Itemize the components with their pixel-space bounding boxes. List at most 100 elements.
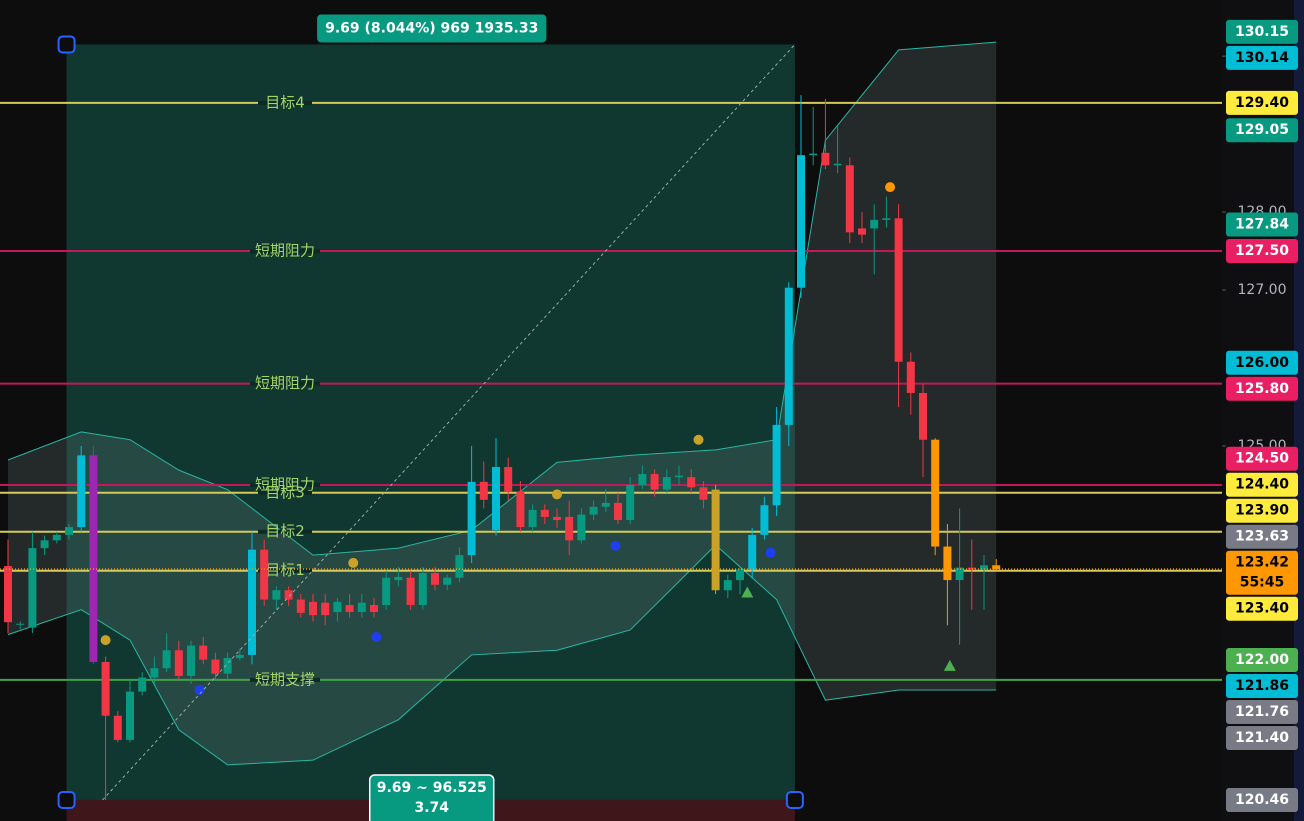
price-tag-label: 123.63 [1235,529,1289,545]
candle-body [760,505,769,535]
measure-footer: 3.74 [414,800,449,816]
measure-handle[interactable] [785,790,804,809]
candle-body [272,590,281,600]
level-label-bg [250,677,320,682]
candle-body [16,623,25,625]
candle-body [736,569,744,581]
candle-body [126,691,134,740]
price-tag-label: 123.42 [1235,555,1289,571]
candle-body [211,659,220,674]
candle-body [906,361,915,393]
signal-dot [693,434,704,445]
signal-dot [348,557,359,568]
measure-handle[interactable] [57,35,76,54]
level-label: 短期阻力 [255,374,315,392]
level-label-bg [258,490,312,495]
price-tag-label: 123.40 [1235,601,1289,617]
price-tag [1226,699,1298,724]
price-tag [1226,647,1298,672]
candle-body [223,658,232,674]
candle-body [4,566,12,623]
scroll-strip [1294,0,1304,821]
measure-handle[interactable] [57,790,76,809]
price-tag [1226,376,1298,401]
price-tag [1226,673,1298,698]
candle-body [394,576,403,581]
candle-body [638,474,647,485]
signal-dot [100,635,111,646]
price-tag-label: 121.76 [1235,704,1289,720]
price-axis: 130.00128.00127.00125.00130.15130.14129.… [1222,19,1298,812]
price-tag [1226,472,1298,497]
candle-body [967,567,976,570]
candle-body [675,475,683,478]
level-label: 目标4 [265,93,305,111]
candle-body [418,573,427,606]
price-tag-label: 121.40 [1235,730,1289,746]
candle-body [28,548,37,628]
candle-body [296,599,305,613]
candle-body [565,516,574,541]
price-tag-label: 130.15 [1235,24,1289,40]
candle-body [931,439,940,547]
price-tag-label: 121.86 [1235,678,1289,694]
level-label: 目标1 [265,561,305,579]
candle-body [723,580,732,591]
candle-body [711,489,720,591]
candle-body [833,163,842,166]
signal-dot [885,182,896,193]
candle-body [504,467,513,492]
candle-body [162,650,171,669]
candle-body [943,546,952,581]
price-tag [1226,212,1298,237]
candle-body [845,165,854,233]
candle-body [553,516,561,521]
price-tag [1226,45,1298,70]
price-tag-label: 127.50 [1235,243,1289,259]
candle-body [614,502,622,521]
candle-body [321,602,330,616]
candle-body [821,152,830,166]
level-label: 目标3 [265,483,305,501]
price-tag [1226,19,1298,44]
candle-body [431,573,439,585]
price-tag-label: 129.05 [1235,122,1289,138]
candle-body [626,484,635,521]
candle-body [882,218,891,220]
candle-body [89,455,98,662]
candle-body [809,153,818,156]
candle-body [699,487,708,500]
band-lower [7,544,997,766]
candle-body [516,491,525,528]
price-tag-label: 125.80 [1235,381,1289,397]
level-label-bg [258,568,312,573]
candle-body [528,509,537,528]
candle-body [650,474,659,490]
candle-body [870,219,879,229]
signal-dot [371,631,382,642]
candle-body [138,677,147,692]
level-label: 短期支撑 [255,670,315,688]
signal-dot [765,547,776,558]
candle-body [479,481,488,500]
signal-triangle [741,586,754,598]
level-label-bg [250,482,320,487]
price-tag-label: 127.84 [1235,217,1289,233]
price-tag [1226,118,1298,143]
price-tag-label: 124.50 [1235,451,1289,467]
signal-dot [610,540,621,551]
level-label-bg [250,249,320,254]
candle-body [980,565,988,570]
price-tag-label: 123.90 [1235,503,1289,519]
signal-dot [552,489,562,500]
price-tag [1226,596,1298,621]
price-tag-label: 130.14 [1235,50,1289,66]
price-tag [1226,239,1298,264]
measure-footer: 9.69 ~ 96.525 [377,780,487,796]
candle-body [40,540,49,549]
candle-body [992,565,1001,570]
candle-body [77,455,86,528]
measure-header-bg [317,14,547,43]
